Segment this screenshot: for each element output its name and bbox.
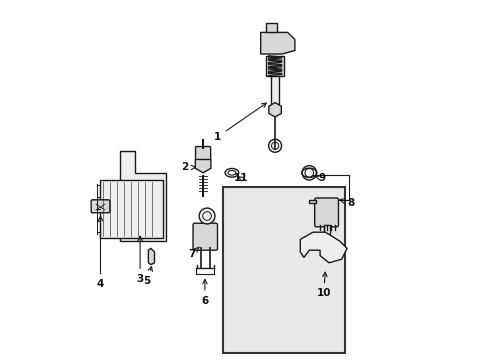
Text: 2: 2 — [181, 162, 195, 172]
Text: 6: 6 — [201, 279, 208, 306]
FancyBboxPatch shape — [314, 198, 338, 227]
Polygon shape — [260, 32, 294, 54]
Polygon shape — [309, 200, 316, 203]
Bar — [270, 76, 279, 104]
Text: 8: 8 — [339, 198, 354, 208]
Bar — [265, 56, 284, 76]
Text: 10: 10 — [316, 272, 330, 298]
Text: 7: 7 — [188, 247, 199, 259]
Bar — [324, 225, 329, 236]
Text: 11: 11 — [233, 173, 247, 183]
Polygon shape — [268, 103, 281, 117]
Polygon shape — [120, 151, 166, 241]
Circle shape — [268, 139, 281, 152]
Text: 5: 5 — [143, 267, 152, 286]
Text: 3: 3 — [136, 236, 143, 284]
FancyBboxPatch shape — [91, 200, 110, 213]
Text: 9: 9 — [315, 173, 325, 183]
Text: 1: 1 — [213, 103, 266, 142]
FancyBboxPatch shape — [193, 223, 217, 250]
Polygon shape — [300, 232, 346, 263]
Bar — [100, 180, 163, 238]
Circle shape — [199, 208, 215, 224]
FancyBboxPatch shape — [195, 147, 210, 159]
Polygon shape — [148, 248, 154, 265]
Polygon shape — [195, 155, 210, 173]
Polygon shape — [265, 23, 276, 32]
Text: 4: 4 — [97, 216, 104, 289]
Bar — [223, 187, 345, 353]
